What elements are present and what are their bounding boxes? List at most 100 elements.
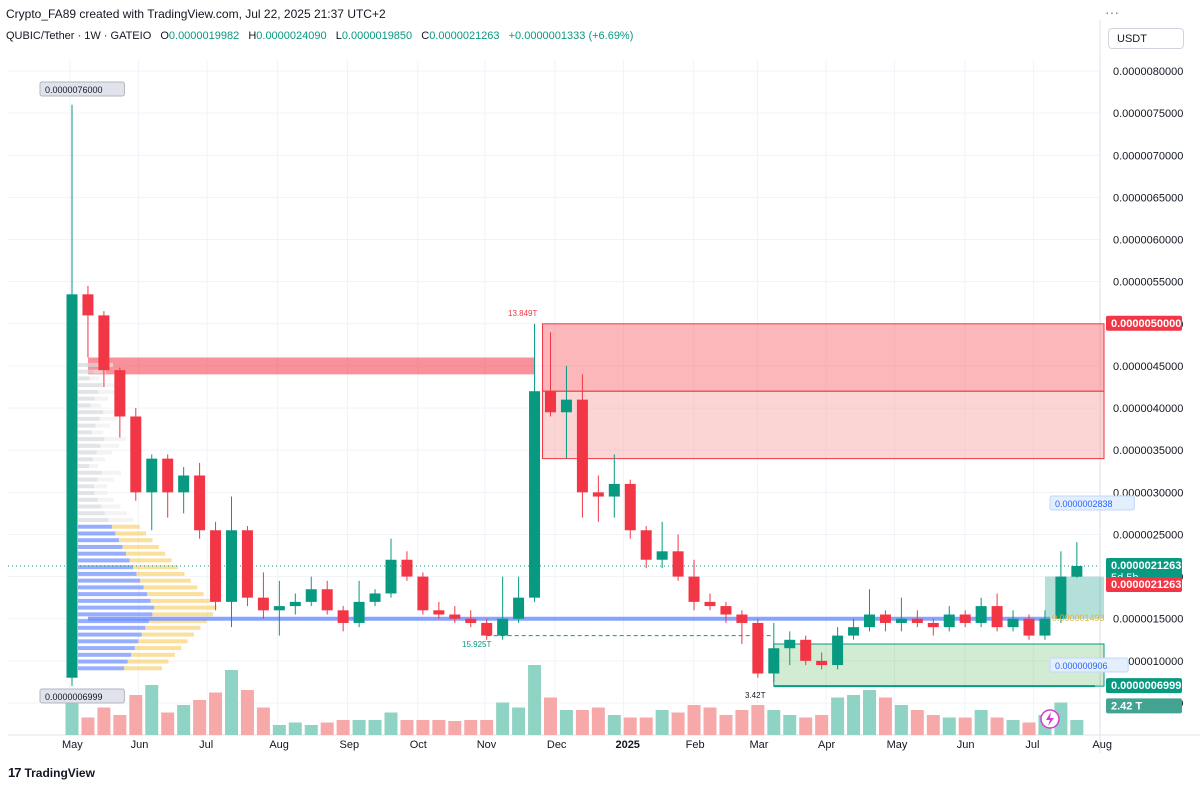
candle-body — [369, 593, 381, 602]
volume-profile-bar — [78, 639, 139, 644]
volume-profile-bar — [97, 477, 114, 482]
x-axis: May Jun Jul Aug Sep Oct Nov Dec 2025 Feb Mar Apr May… — [62, 739, 1112, 751]
volume-profile-bar — [101, 504, 121, 509]
volume-bar — [591, 707, 605, 735]
candles — [66, 104, 1083, 687]
header-credit: Crypto_FA89 created with TradingView.com… — [6, 7, 386, 21]
x-tick-label: Jul — [199, 739, 213, 751]
volume-profile-bar — [78, 625, 146, 630]
volume-profile-bar — [89, 376, 99, 381]
volume-profile-bar — [78, 383, 103, 388]
axis-price-text: 0.0000021263 — [1111, 560, 1181, 572]
volume-profile-bar — [124, 666, 162, 671]
x-tick-label: Jul — [1025, 739, 1039, 751]
candle-body — [497, 618, 509, 636]
volume-profile-bar — [104, 437, 126, 442]
atl-label: 0.0000006999 — [45, 692, 103, 702]
x-tick-label: May — [62, 739, 83, 751]
volume-profile-bar — [78, 470, 102, 475]
candle-body — [321, 589, 333, 611]
volume-profile-bar — [94, 396, 108, 401]
volume-profile-bar — [94, 491, 108, 496]
candle-body — [401, 559, 413, 577]
volume-profile-bar — [100, 443, 119, 448]
volume-profile-bar — [78, 598, 151, 603]
volume-bar — [400, 720, 414, 735]
volume-bar — [272, 725, 286, 735]
legend-open-label: O — [160, 30, 169, 42]
zone-box — [1044, 576, 1104, 619]
candle-body — [545, 391, 556, 413]
tradingview-brand: TradingView — [24, 765, 95, 780]
volume-profile-bar — [78, 524, 112, 529]
volume-bar — [894, 705, 908, 735]
candle-body — [146, 458, 158, 493]
candle-body — [784, 639, 796, 649]
legend-change: +0.0000001333 (+6.69%) — [508, 30, 634, 42]
volume-profile-bar — [150, 598, 210, 603]
y-axis: 0.0000080000 0.0000075000 0.0000070000 0.00… — [1113, 66, 1183, 710]
candle-body — [305, 589, 317, 602]
volume-profile-bar — [78, 551, 126, 556]
volume-profile-bar — [118, 538, 153, 543]
candle-body — [449, 614, 461, 619]
ohlc-legend: QUBIC/Tether · 1W · GATEIO O0.0000019982… — [6, 30, 633, 42]
candle-body — [433, 610, 445, 615]
annotations: 0.0000076000 0.0000006999 0.0000002838 0.00… — [39, 81, 1135, 729]
volume-bar — [575, 710, 589, 735]
volume-profile-bar — [78, 612, 153, 617]
volume-profile-bar — [78, 585, 144, 590]
level-label-blue-bg — [1049, 495, 1135, 511]
x-tick-label: Sep — [340, 739, 360, 751]
volume-profile-bar — [127, 659, 169, 664]
volume-bar — [623, 717, 637, 735]
x-tick-label: 2025 — [615, 739, 639, 751]
volume-bar — [655, 710, 669, 735]
x-tick-label: Dec — [547, 739, 567, 751]
volume-profile-bar — [78, 437, 105, 442]
lightning-icon-glyph — [1046, 712, 1054, 726]
volume-profile-bar — [78, 477, 98, 482]
candle-body — [592, 492, 604, 497]
candle-body — [273, 606, 285, 611]
candle-body — [720, 606, 732, 615]
x-tick-label: May — [887, 739, 908, 751]
candle-body — [975, 606, 987, 623]
candle-body — [752, 622, 764, 674]
ath-label: 0.0000076000 — [45, 85, 103, 95]
volume-bar — [97, 707, 111, 735]
volume-bar — [974, 710, 988, 735]
volume-bar — [113, 715, 127, 735]
volume-profile-bar — [78, 457, 93, 462]
candle-body — [688, 576, 700, 602]
volume-profile-bar — [92, 457, 105, 462]
candle-body — [864, 614, 875, 628]
volume-profile-bar — [78, 396, 95, 401]
volume-bar — [847, 695, 861, 735]
volume-bar — [352, 720, 366, 735]
volume-bar — [990, 717, 1004, 735]
tradingview-logo[interactable]: 17 TradingView — [8, 765, 95, 780]
volume-bar — [751, 705, 765, 735]
volume-label-top: 13.849T — [508, 309, 537, 318]
y-tick-label: 0.0000080000 — [1113, 66, 1183, 78]
candle-body — [1071, 565, 1083, 577]
volume-profile-bar — [152, 612, 214, 617]
volume-profile-bar — [78, 592, 148, 597]
volume-bar — [336, 720, 350, 735]
y-tick-label: 0.0000035000 — [1113, 445, 1183, 457]
volume-profile-bar — [129, 558, 172, 563]
axis-price-text: 0.0000006999 — [1111, 680, 1181, 692]
legend-close-label: C — [421, 30, 430, 42]
volume-bar — [288, 722, 302, 735]
volume-profile-bar — [78, 565, 133, 570]
legend-symbol: QUBIC/Tether · 1W · GATEIO — [6, 30, 152, 42]
volume-bar — [1054, 702, 1068, 735]
currency-button[interactable]: USDT — [1108, 28, 1184, 49]
volume-profile-bar — [78, 369, 94, 374]
candle-body — [337, 610, 349, 623]
more-options-icon[interactable]: ··· — [1105, 4, 1119, 20]
volume-profile-bar — [136, 571, 185, 576]
y-tick-label: 0.0000015000 — [1113, 614, 1183, 626]
